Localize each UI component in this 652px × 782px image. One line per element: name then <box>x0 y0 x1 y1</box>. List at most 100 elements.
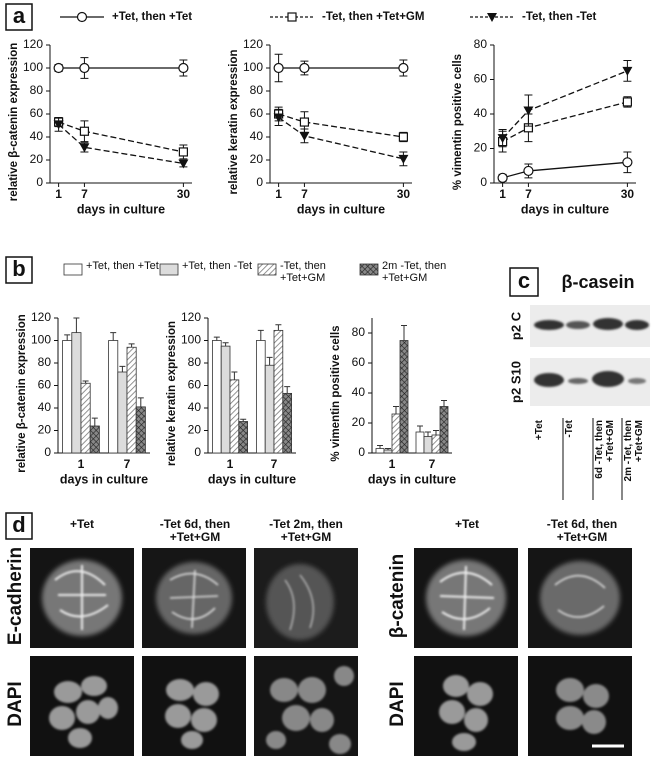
y-tick-label: 0 <box>358 445 365 459</box>
column-text: +Tet <box>69 518 95 531</box>
legend-swatch <box>159 263 179 276</box>
legend-label: 2m -Tet, then +Tet+GM <box>382 260 447 284</box>
marker <box>398 132 408 142</box>
x-tick-label: 30 <box>621 187 635 201</box>
x-tick-label: 1 <box>499 187 506 201</box>
error-bar <box>213 336 220 341</box>
error-bar <box>385 448 391 450</box>
legend-swatch <box>257 263 277 276</box>
y-tick-label: 60 <box>30 106 44 120</box>
y-tick-label: 120 <box>181 310 201 324</box>
micrograph-column-label: -Tet 6d, then +Tet+GM <box>160 518 230 544</box>
error-bar <box>240 418 247 422</box>
y-tick-label: 20 <box>30 152 44 166</box>
marker <box>523 165 534 177</box>
panel-letter: c <box>518 268 530 293</box>
blot-column: 6d -Tet, then +Tet+GM <box>594 420 616 479</box>
blot-column-label: -Tet <box>564 420 575 438</box>
x-tick-label: 1 <box>389 457 396 471</box>
x-axis-label: days in culture <box>521 202 609 216</box>
blot-column-text: +Tet <box>534 420 545 441</box>
micrograph-column-label: +Tet <box>455 518 479 531</box>
marker <box>497 134 508 144</box>
error-bar <box>266 356 273 366</box>
error-bar <box>137 397 144 407</box>
legend-label: -Tet, then +Tet+GM <box>322 11 424 23</box>
y-tick-label: 80 <box>352 325 366 339</box>
x-tick-label: 1 <box>55 187 62 201</box>
y-tick-label: 60 <box>474 72 488 86</box>
blot-column-text: 2m -Tet, then +Tet+GM <box>623 420 645 482</box>
bar <box>126 346 137 454</box>
bar <box>71 332 82 454</box>
bar <box>62 340 73 454</box>
panel-label: c <box>509 267 539 297</box>
y-tick-label: 120 <box>31 310 51 324</box>
y-tick-label: 80 <box>250 83 264 97</box>
y-axis-label: relative keratin expression <box>228 49 240 194</box>
y-tick-label: 80 <box>188 355 202 369</box>
series-line <box>58 123 184 165</box>
x-tick-label: 1 <box>275 187 282 201</box>
micrograph <box>142 548 246 648</box>
y-tick-label: 80 <box>30 83 44 97</box>
legend-label: -Tet, then +Tet+GM <box>280 260 326 284</box>
blot-image <box>530 305 650 406</box>
y-axis-label: % vimentin positive cells <box>330 325 342 461</box>
micrograph <box>528 656 632 756</box>
marker <box>178 62 189 74</box>
x-tick-label: 30 <box>397 187 411 201</box>
marker <box>299 117 310 127</box>
error-bar <box>401 325 407 341</box>
y-axis-label: relative β-catenin expression <box>16 314 28 473</box>
legend-marker <box>287 12 297 22</box>
x-axis-label: days in culture <box>60 472 148 486</box>
y-tick-label: 60 <box>188 378 202 392</box>
y-tick-label: 0 <box>256 175 263 189</box>
blot-column-text: -Tet <box>564 420 575 438</box>
y-tick-label: 40 <box>474 106 488 120</box>
x-tick-label: 7 <box>525 187 532 201</box>
y-tick-label: 40 <box>38 400 52 414</box>
marker <box>178 147 188 157</box>
error-bar <box>257 329 264 341</box>
blot-column-separators <box>562 418 623 500</box>
y-tick-label: 20 <box>250 152 264 166</box>
blot-title: β-casein <box>561 272 634 292</box>
legend-text: +Tet, then -Tet <box>182 260 253 272</box>
panel-label: a <box>5 3 33 31</box>
x-tick-label: 7 <box>271 457 278 471</box>
x-tick-label: 7 <box>301 187 308 201</box>
y-tick-label: 0 <box>480 175 487 189</box>
y-tick-label: 40 <box>250 129 264 143</box>
y-tick-label: 20 <box>474 141 488 155</box>
micrograph <box>414 548 518 648</box>
error-bar <box>275 324 282 331</box>
y-tick-label: 40 <box>188 400 202 414</box>
y-tick-label: 100 <box>31 333 51 347</box>
x-tick-label: 7 <box>124 457 131 471</box>
error-bar <box>119 365 126 372</box>
micrograph-column-label: -Tet 6d, then +Tet+GM <box>547 518 617 544</box>
micrograph <box>254 656 358 756</box>
y-tick-label: 120 <box>23 37 43 51</box>
series-line <box>502 161 628 179</box>
marker <box>299 131 310 141</box>
marker <box>79 143 90 153</box>
x-axis-label: days in culture <box>368 472 456 486</box>
y-tick-label: 100 <box>23 60 43 74</box>
legend-text: 2m -Tet, then +Tet+GM <box>382 260 447 284</box>
bar <box>238 421 249 454</box>
micrograph-column-label: +Tet <box>69 518 95 531</box>
blot-column-label: 2m -Tet, then +Tet+GM <box>623 420 645 482</box>
marker <box>622 97 632 107</box>
legend-swatch <box>359 263 379 276</box>
legend-swatch <box>63 263 83 276</box>
x-tick-label: 30 <box>177 187 191 201</box>
blot-column-label: 6d -Tet, then +Tet+GM <box>594 420 616 479</box>
micrograph <box>528 548 632 648</box>
bar <box>220 345 231 454</box>
y-tick-label: 60 <box>38 378 52 392</box>
legend-label: +Tet, then +Tet <box>112 11 192 23</box>
